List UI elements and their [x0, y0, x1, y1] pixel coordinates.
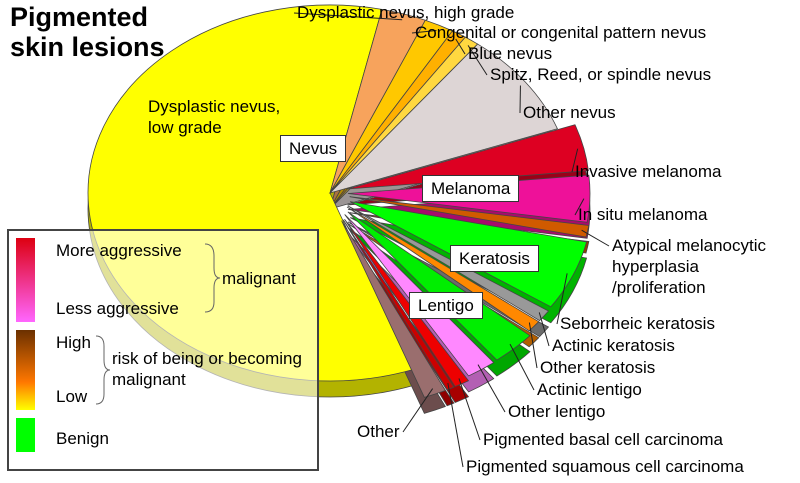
leader-line: [574, 198, 585, 216]
slice-label: Other nevus: [523, 103, 616, 122]
leader-line: [581, 229, 610, 247]
slice-label: Actinic keratosis: [552, 336, 675, 355]
legend-label: Low: [56, 387, 88, 406]
slice: [347, 205, 550, 322]
leader-line: [556, 273, 568, 325]
slice-label: Other: [357, 422, 400, 441]
slice-label: Dysplastic nevus, high grade: [297, 3, 515, 22]
group-label: Melanoma: [422, 175, 520, 202]
leader-line: [477, 364, 506, 413]
slice-label: Congenital or congenital pattern nevus: [415, 23, 707, 42]
legend-brace: [204, 243, 221, 313]
slice-label: Dysplastic nevus, low grade: [148, 97, 281, 137]
group-label: Lentigo: [409, 292, 483, 319]
slice-label: Other lentigo: [508, 402, 606, 421]
legend-swatch: [16, 330, 35, 410]
slice-label: Spitz, Reed, or spindle nevus: [490, 65, 712, 84]
slice-label: Atypical melanocytic hyperplasia /prolif…: [612, 236, 767, 297]
leader-line: [293, 12, 403, 21]
group-label: Keratosis: [450, 245, 539, 272]
slice-label: Other keratosis: [540, 358, 656, 377]
slice-label: In situ melanoma: [578, 205, 708, 224]
legend-box: [7, 229, 319, 471]
slice-label: Actinic lentigo: [537, 380, 642, 399]
group-label: Nevus: [280, 135, 347, 162]
legend-label: Less aggressive: [56, 299, 179, 318]
slice-label: Blue nevus: [468, 44, 553, 63]
slice-label: Pigmented basal cell carcinoma: [483, 430, 724, 449]
leader-line: [402, 388, 434, 433]
slice: [342, 219, 455, 391]
leader-line: [447, 382, 464, 468]
slice-tops: [87, 4, 591, 398]
legend-label: malignant: [222, 269, 296, 288]
slice-label: Pigmented squamous cell carcinoma: [466, 457, 744, 476]
slice: [347, 124, 589, 190]
leader-line: [538, 312, 550, 347]
leader-line: [467, 45, 488, 76]
slice-label: Seborrheic keratosis: [560, 314, 715, 333]
leader-line: [528, 322, 538, 369]
legend-label: Benign: [56, 429, 109, 448]
slice: [328, 43, 558, 194]
legend-swatch: [16, 418, 35, 452]
legend-label: More aggressive: [56, 241, 182, 260]
leaders: [293, 12, 610, 468]
legend-label: risk of being or becoming malignant: [112, 349, 302, 389]
legend-label: High: [56, 333, 91, 352]
legend-brace: [95, 335, 111, 405]
slice: [349, 196, 590, 238]
slice-label: Invasive melanoma: [575, 162, 722, 181]
chart-title: Pigmented skin lesions: [10, 2, 165, 62]
leader-line: [411, 30, 437, 34]
slice: [347, 211, 531, 361]
leader-line: [509, 343, 535, 391]
slice: [341, 220, 446, 398]
slice: [344, 218, 470, 387]
legend-swatch: [16, 238, 35, 322]
leader-line: [458, 378, 481, 441]
leader-line: [571, 148, 579, 173]
slice: [346, 206, 540, 332]
leader-line: [455, 38, 466, 55]
